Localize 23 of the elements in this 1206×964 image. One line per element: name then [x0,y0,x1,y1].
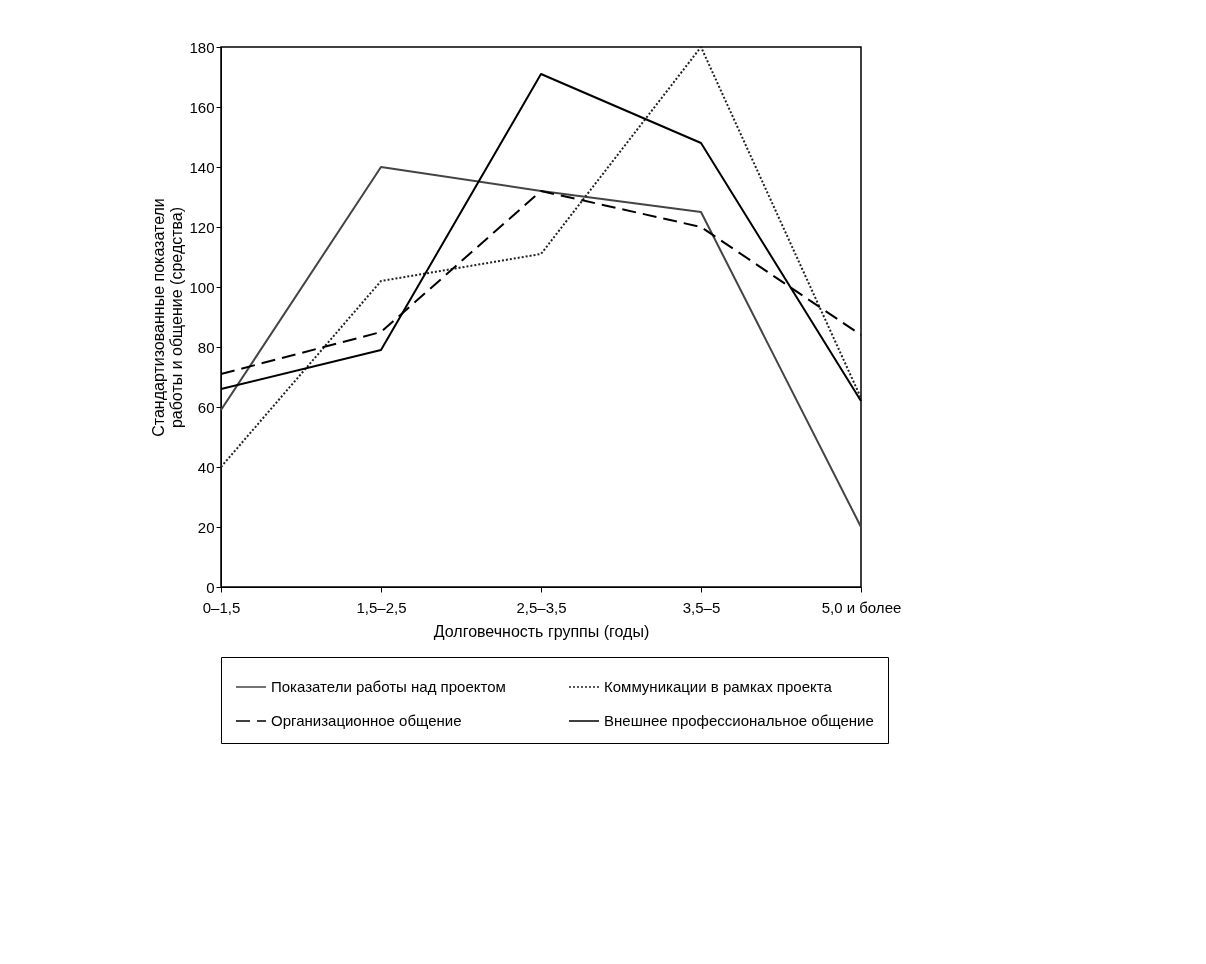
x-tick-label: 2,5–3,5 [516,598,567,616]
y-tick-label: 0 [206,578,215,596]
x-tick-label: 0–1,5 [202,598,241,616]
x-tick-label: 5,0 и более [821,598,902,616]
x-tick-label: 1,5–2,5 [356,598,407,616]
y-tick-label: 20 [197,518,215,536]
legend-label: Внешнее профессиональное общение [604,712,874,729]
y-tick-label: 180 [189,38,215,56]
y-tick-label: 80 [197,338,215,356]
x-axis-title: Долговечность группы (годы) [433,622,650,640]
legend-label: Показатели работы над проектом [271,678,506,695]
legend-label: Коммуникации в рамках проекта [604,678,833,695]
y-tick-label: 160 [189,98,215,116]
y-tick-label: 120 [189,218,215,236]
y-tick-label: 100 [189,278,215,296]
y-tick-label: 60 [197,398,215,416]
y-tick-label: 40 [197,458,215,476]
legend-label: Организационное общение [271,712,462,729]
x-tick-label: 3,5–5 [682,598,721,616]
y-axis-title: Стандартизованные показатели работы и общение (средства) [150,198,186,437]
line-series [220,46,862,468]
line-series [220,166,862,528]
y-tick-label: 140 [189,158,215,176]
